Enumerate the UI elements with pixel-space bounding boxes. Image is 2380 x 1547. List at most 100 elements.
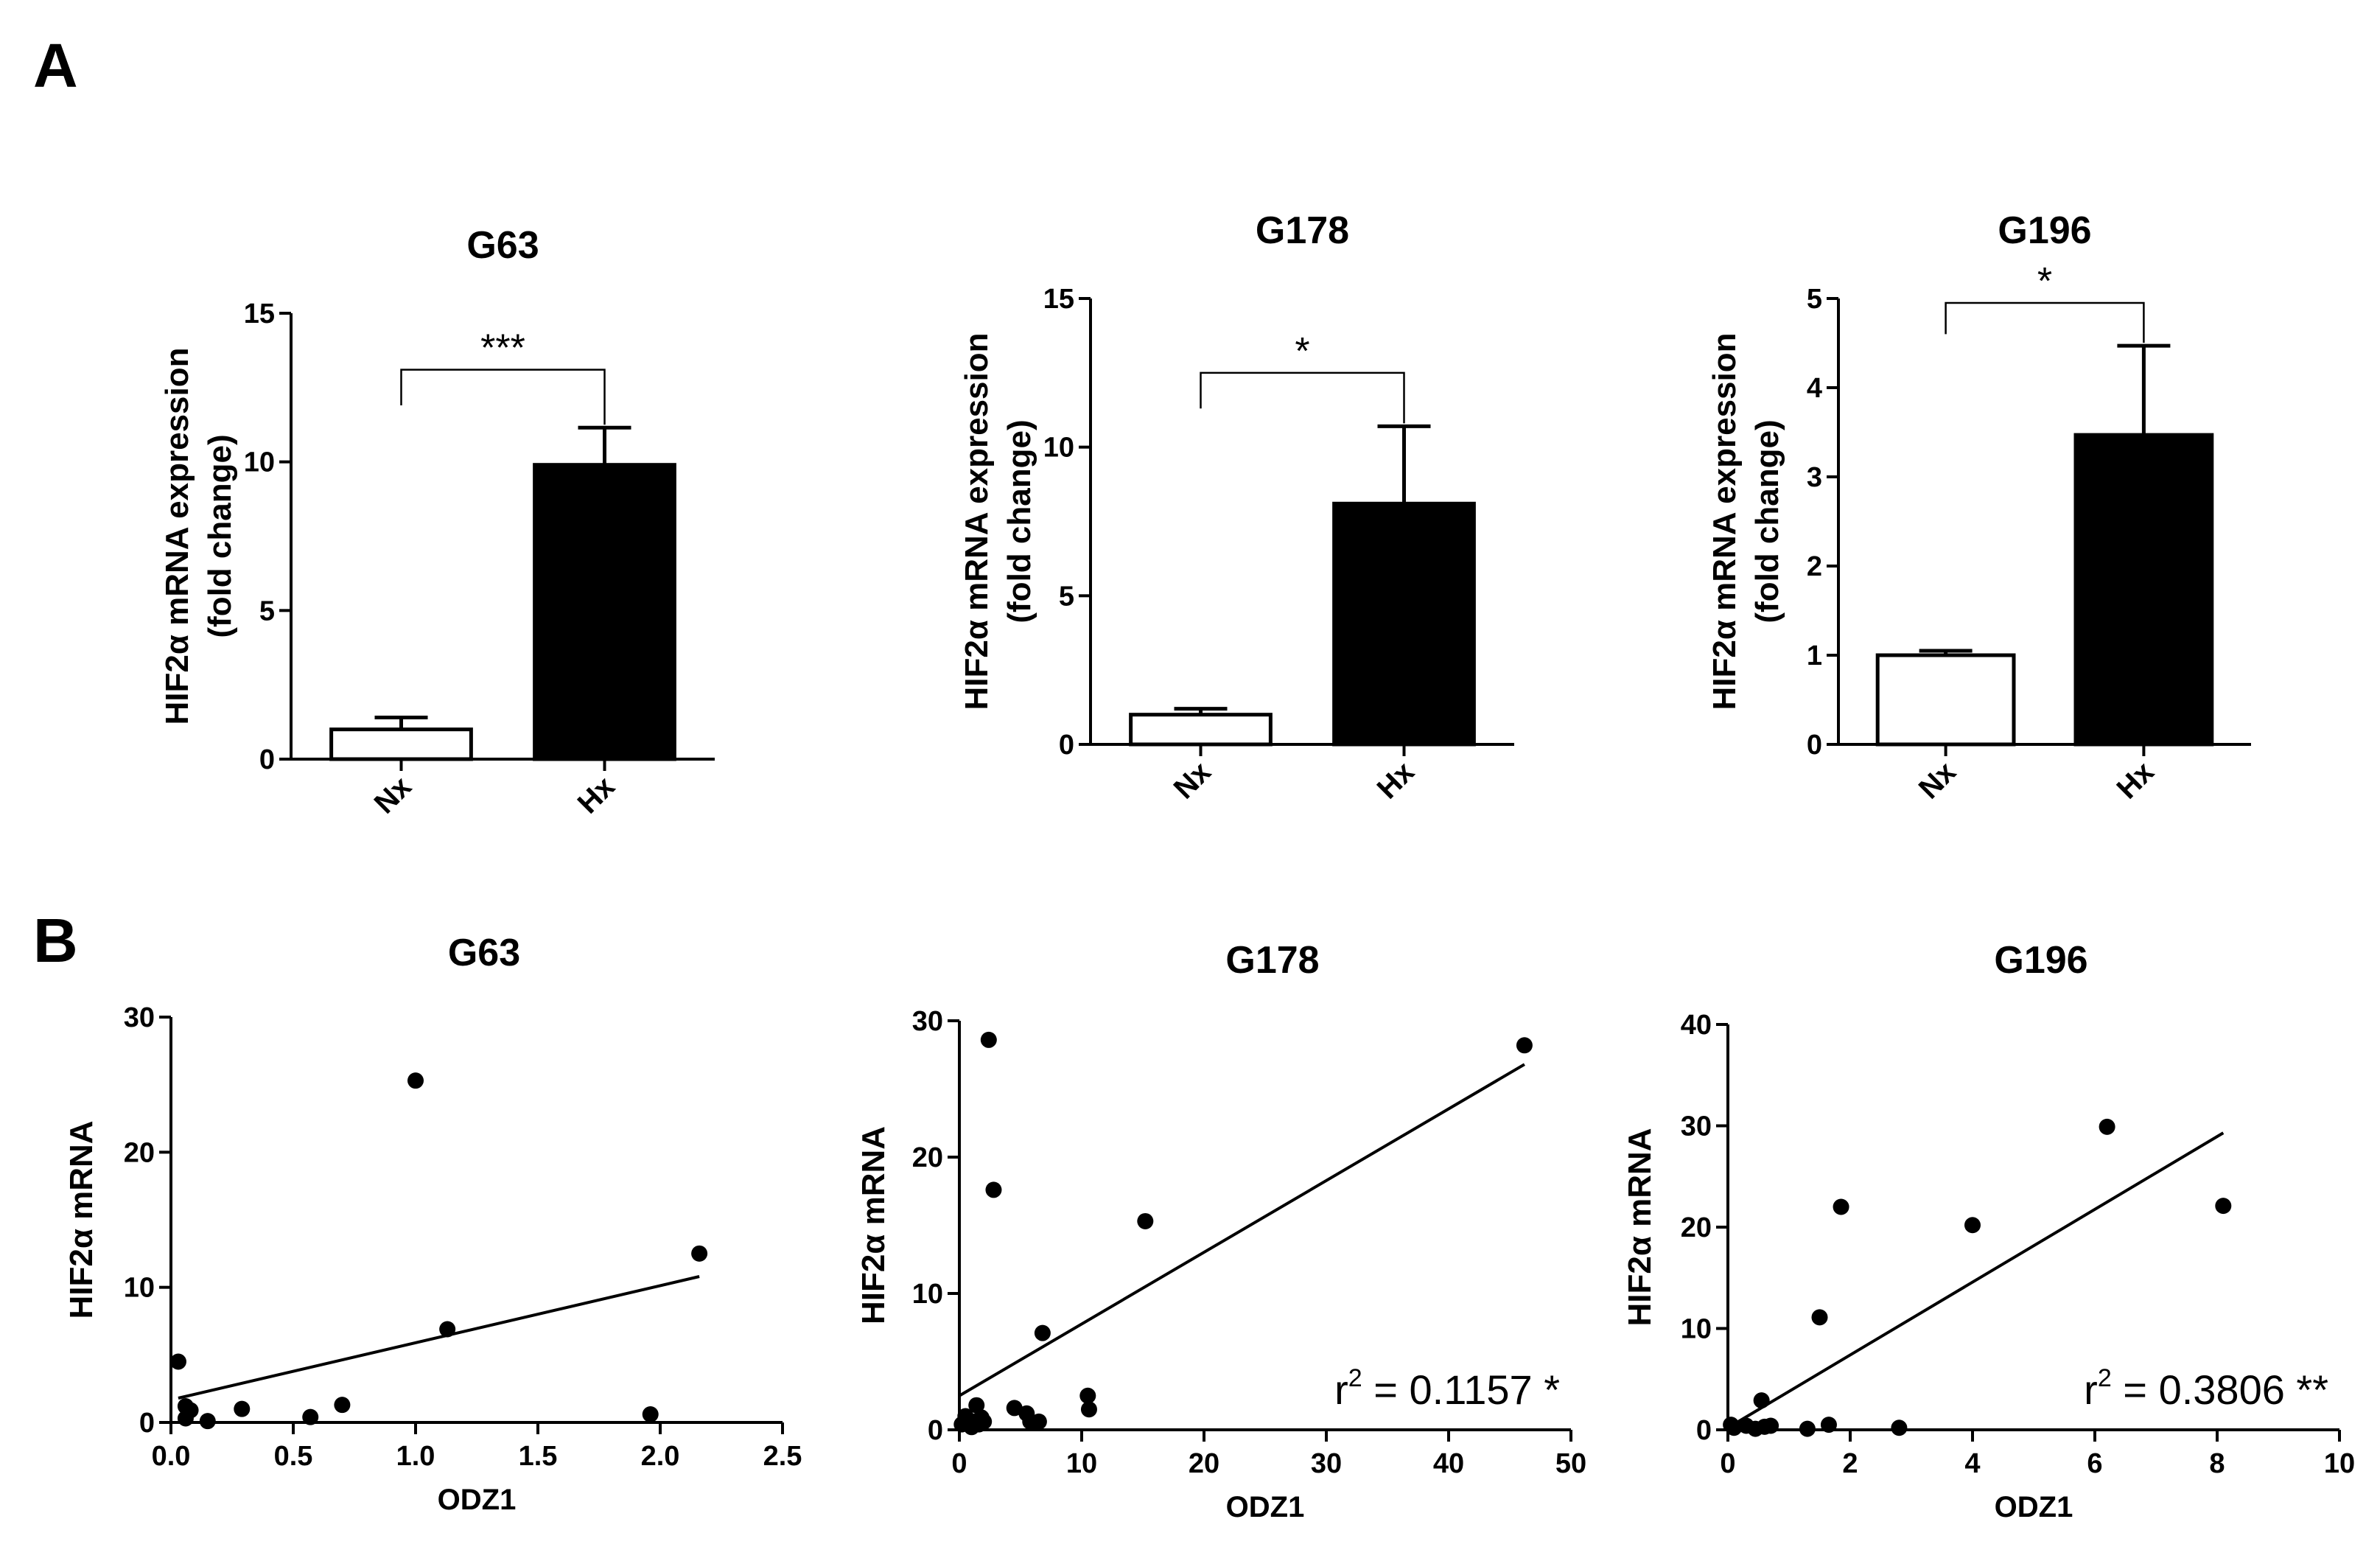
y-tick-label: 15 — [1043, 284, 1074, 315]
y-axis-label-line1: HIF2α mRNA expression — [1707, 333, 1743, 710]
data-point — [1833, 1198, 1849, 1215]
regression-line — [1726, 1131, 2225, 1429]
data-point — [1799, 1420, 1816, 1437]
chart-title: G63 — [448, 932, 520, 974]
regression-line — [958, 1063, 1525, 1397]
y-tick-label: 10 — [912, 1279, 943, 1310]
x-tick-label: 30 — [1311, 1448, 1342, 1479]
x-tick-label: 2 — [1842, 1448, 1858, 1479]
y-axis-label: HIF2α mRNA — [1622, 1128, 1658, 1326]
data-point — [1006, 1400, 1023, 1417]
y-axis-label: HIF2α mRNA expression (fold change) — [959, 333, 1037, 710]
y-tick-label: 15 — [244, 298, 275, 329]
x-tick-label: 0 — [951, 1448, 967, 1479]
x-tick-label: 50 — [1555, 1448, 1586, 1479]
x-tick-label: 8 — [2209, 1448, 2225, 1479]
y-tick-label: 20 — [912, 1142, 943, 1173]
data-point — [177, 1410, 194, 1427]
data-point — [642, 1406, 659, 1422]
y-tick-label: 0 — [1059, 730, 1074, 761]
x-axis-label: ODZ1 — [438, 1484, 517, 1516]
y-axis-label-line1: HIF2α mRNA expression — [159, 348, 195, 725]
data-point — [2099, 1118, 2115, 1135]
data-point — [1726, 1419, 1743, 1436]
y-tick-label: 0 — [139, 1408, 155, 1439]
chart-title: G178 — [1256, 209, 1349, 252]
r-squared-symbol: r — [2084, 1366, 2098, 1413]
data-point — [976, 1413, 993, 1430]
bar-hx — [533, 463, 676, 761]
data-point — [985, 1181, 1002, 1198]
y-tick-label: 4 — [1807, 373, 1822, 404]
y-tick-label: 10 — [1681, 1314, 1712, 1345]
y-tick-label: 1 — [1807, 640, 1822, 671]
y-tick-label: 30 — [124, 1002, 155, 1033]
x-category-label-nx: Nx — [368, 770, 418, 820]
data-point — [407, 1072, 424, 1089]
bar-nx — [1129, 713, 1273, 747]
y-axis-label: HIF2α mRNA expression (fold change) — [1707, 333, 1785, 710]
data-point — [1811, 1309, 1828, 1326]
significance-bracket — [1945, 301, 2145, 343]
y-tick-label: 3 — [1807, 462, 1822, 493]
chart-title: G63 — [466, 224, 539, 267]
data-point — [968, 1397, 985, 1414]
data-point — [302, 1408, 319, 1425]
x-tick-label: 0.5 — [274, 1441, 313, 1472]
x-tick-label: 20 — [1189, 1448, 1219, 1479]
x-tick-label: 40 — [1433, 1448, 1464, 1479]
bar-hx — [2073, 433, 2214, 747]
x-tick-label: 2.0 — [641, 1441, 680, 1472]
x-tick-label: 10 — [1066, 1448, 1097, 1479]
significance-label: * — [1295, 330, 1309, 373]
r-squared-value: = 0.3806 ** — [2112, 1366, 2328, 1413]
x-category-label-nx: Nx — [1913, 755, 1962, 805]
r-squared-annotation: r2 = 0.1157 * — [1334, 1364, 1560, 1413]
significance-label: * — [2037, 260, 2052, 303]
data-point — [1079, 1387, 1096, 1404]
data-point — [169, 1353, 186, 1370]
y-tick-label: 0 — [1807, 730, 1822, 761]
y-axis-label: HIF2α mRNA — [63, 1120, 99, 1319]
data-point — [234, 1400, 251, 1417]
y-tick-label: 10 — [124, 1273, 155, 1304]
x-category-label-hx: Hx — [2110, 755, 2160, 805]
y-axis-label: HIF2α mRNA expression (fold change) — [159, 348, 238, 725]
x-tick-label: 2.5 — [763, 1441, 802, 1472]
y-tick-label: 2 — [1807, 551, 1822, 582]
panel-label-b: B — [33, 906, 78, 975]
data-point — [1030, 1413, 1047, 1430]
r-squared-superscript: 2 — [1348, 1364, 1362, 1392]
x-category-label-nx: Nx — [1168, 755, 1217, 805]
y-axis-label-line1: HIF2α mRNA expression — [959, 333, 995, 710]
x-tick-label: 6 — [2087, 1448, 2102, 1479]
data-point — [1964, 1217, 1981, 1234]
r-squared-value: = 0.1157 * — [1362, 1366, 1560, 1413]
x-axis-label: ODZ1 — [1995, 1491, 2073, 1523]
x-category-label-hx: Hx — [1371, 755, 1421, 805]
significance-bracket — [1200, 371, 1405, 424]
data-point — [1763, 1417, 1779, 1434]
data-point — [1891, 1419, 1908, 1436]
x-tick-label: 0.0 — [152, 1441, 191, 1472]
bar-nx — [1875, 653, 2016, 747]
data-point — [1137, 1212, 1154, 1229]
y-tick-label: 40 — [1681, 1010, 1712, 1041]
data-point — [980, 1031, 997, 1048]
chart-title: G196 — [1994, 939, 2087, 982]
data-point — [1516, 1037, 1533, 1054]
bar-chart-g196: G196 0 1 2 3 4 5 HIF2α mRNA expression (fold cha… — [1707, 209, 2251, 806]
scatter-chart-g63: G63 0.0 0.5 1.0 1.5 2.0 2.5 0 10 20 30 ODZ1 HIF2α mR… — [63, 932, 802, 1516]
significance-bracket — [400, 369, 606, 425]
data-point — [1820, 1417, 1837, 1433]
x-tick-label: 10 — [2324, 1448, 2355, 1479]
significance-label: *** — [480, 327, 525, 370]
y-tick-label: 0 — [1696, 1415, 1712, 1446]
x-tick-label: 4 — [1964, 1448, 1980, 1479]
x-tick-label: 1.0 — [396, 1441, 435, 1472]
x-category-label-hx: Hx — [572, 770, 621, 820]
